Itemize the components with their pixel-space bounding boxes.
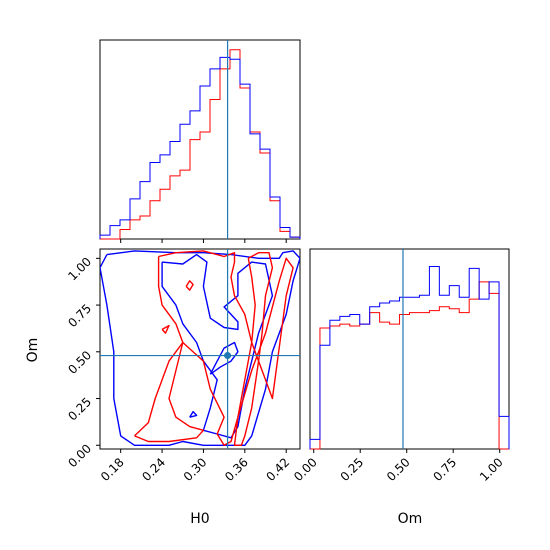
contour-yticks: 0.00 0.25 0.50 0.75 1.00 xyxy=(65,255,100,470)
om-y-tick-label: 0.00 xyxy=(65,441,94,470)
contour-line-blue xyxy=(100,250,300,446)
om-y-tick-label: 0.50 xyxy=(65,348,94,377)
h0-histogram-series xyxy=(99,40,301,240)
contour-line-red xyxy=(161,324,170,334)
om-tick-label: 0.75 xyxy=(431,455,460,484)
contour-line-blue xyxy=(189,410,198,418)
contour-series xyxy=(100,249,300,449)
om-histogram-panel: 0.00 0.25 0.50 0.75 1.00 Om xyxy=(291,248,510,527)
h0-axis-label: H0 xyxy=(190,511,209,527)
h0-tick-label: 0.24 xyxy=(139,455,168,484)
h0-tick-label: 0.18 xyxy=(98,455,127,484)
contour-line-red xyxy=(233,251,274,446)
truth-point xyxy=(224,352,232,360)
contour-frame xyxy=(99,248,301,450)
h0-histogram-frame xyxy=(99,39,301,240)
h0-histogram-panel xyxy=(99,39,301,243)
om-y-axis-label: Om xyxy=(25,338,41,363)
om-y-tick-label: 0.75 xyxy=(65,301,94,330)
om-hist-red xyxy=(310,281,509,450)
contour-xticks: 0.18 0.24 0.30 0.36 0.42 xyxy=(98,449,292,484)
h0-tick-label: 0.30 xyxy=(181,455,210,484)
contour-line-blue xyxy=(209,341,239,375)
h0-hist-blue xyxy=(99,56,301,239)
h0-tick-label: 0.42 xyxy=(264,455,293,484)
om-histogram-series xyxy=(309,249,510,450)
contour-line-red xyxy=(157,250,294,446)
h0-om-contour-panel: 0.18 0.24 0.30 0.36 0.42 0.00 0.25 0.50 0.75 1.0… xyxy=(25,248,301,527)
om-tick-label: 0.25 xyxy=(338,455,367,484)
om-y-tick-label: 0.25 xyxy=(65,395,94,424)
contour-line-blue xyxy=(161,253,274,439)
om-histogram-frame xyxy=(309,248,510,450)
om-x-axis-label: Om xyxy=(398,511,423,527)
contour-line-red xyxy=(185,280,194,291)
om-histogram-xticks: 0.00 0.25 0.50 0.75 1.00 xyxy=(291,449,506,484)
h0-tick-label: 0.36 xyxy=(222,455,251,484)
contour-line-red xyxy=(134,341,205,443)
om-y-tick-label: 1.00 xyxy=(65,255,94,284)
h0-histogram-xticks xyxy=(120,239,287,243)
om-hist-blue xyxy=(309,265,510,449)
om-tick-label: 0.50 xyxy=(384,455,413,484)
om-tick-label: 0.00 xyxy=(291,455,320,484)
om-tick-label: 1.00 xyxy=(477,455,506,484)
